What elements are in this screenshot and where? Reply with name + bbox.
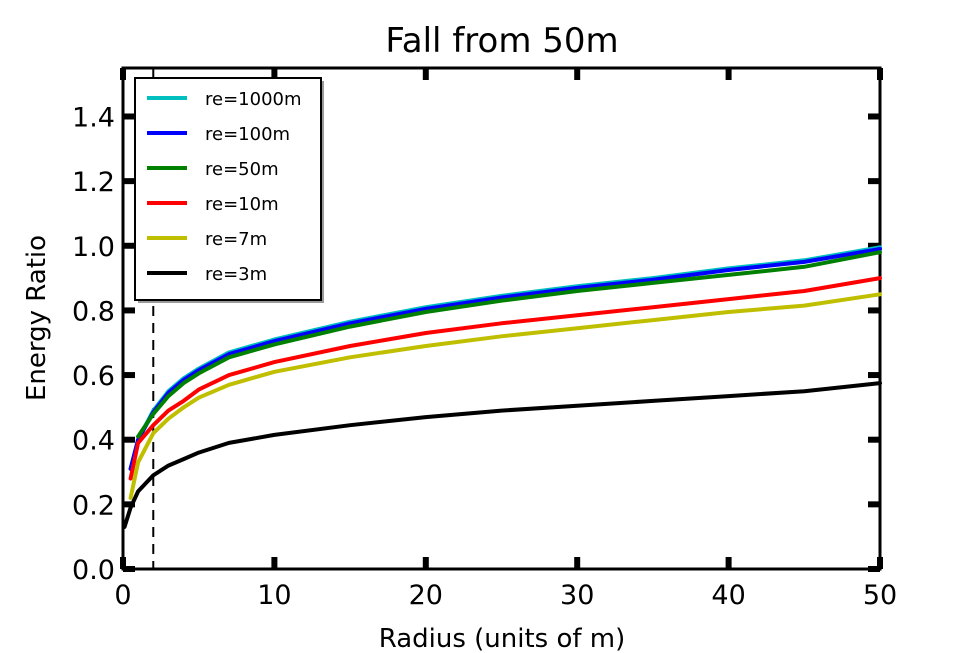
y-tick-label: 0.0 <box>72 555 115 586</box>
x-tick-label: 10 <box>257 580 291 611</box>
x-tick-label: 40 <box>711 580 745 611</box>
plot-frame <box>121 66 882 571</box>
plot-area: 0 10 20 30 40 50 0.0 0.2 0.4 0.6 0.8 1.0 1.2 1.4 re=10… <box>72 66 897 611</box>
y-tick-label: 0.6 <box>72 361 115 392</box>
x-tick-label: 50 <box>863 580 897 611</box>
x-tick-label: 30 <box>560 580 594 611</box>
x-axis-label: Radius (units of m) <box>379 624 626 653</box>
series-line-re=10m <box>128 276 882 481</box>
legend: re=1000m re=100m re=50m re=10m re=7m re=3m <box>134 77 324 303</box>
y-tick-label: 1.4 <box>72 102 115 133</box>
y-axis-label: Energy Ratio <box>22 235 52 401</box>
y-tick-label: 0.2 <box>72 490 115 521</box>
series-line-re=50m <box>136 250 882 439</box>
legend-label: re=1000m <box>205 89 302 110</box>
legend-box <box>134 77 322 301</box>
y-tick-label: 1.0 <box>72 232 115 263</box>
y-tick-label: 0.8 <box>72 296 115 327</box>
y-tick-label: 0.4 <box>72 426 115 457</box>
legend-label: re=50m <box>205 159 279 180</box>
legend-label: re=100m <box>205 124 290 145</box>
legend-label: re=3m <box>205 264 267 285</box>
x-tick-label: 20 <box>409 580 443 611</box>
y-tick-label: 1.2 <box>72 167 115 198</box>
legend-label: re=10m <box>205 194 279 215</box>
chart-title: Fall from 50m <box>385 21 618 61</box>
x-tick-label: 0 <box>114 580 131 611</box>
legend-label: re=7m <box>205 229 267 250</box>
series-line-re=7m <box>128 292 882 500</box>
series-line-re=3m <box>122 381 882 529</box>
